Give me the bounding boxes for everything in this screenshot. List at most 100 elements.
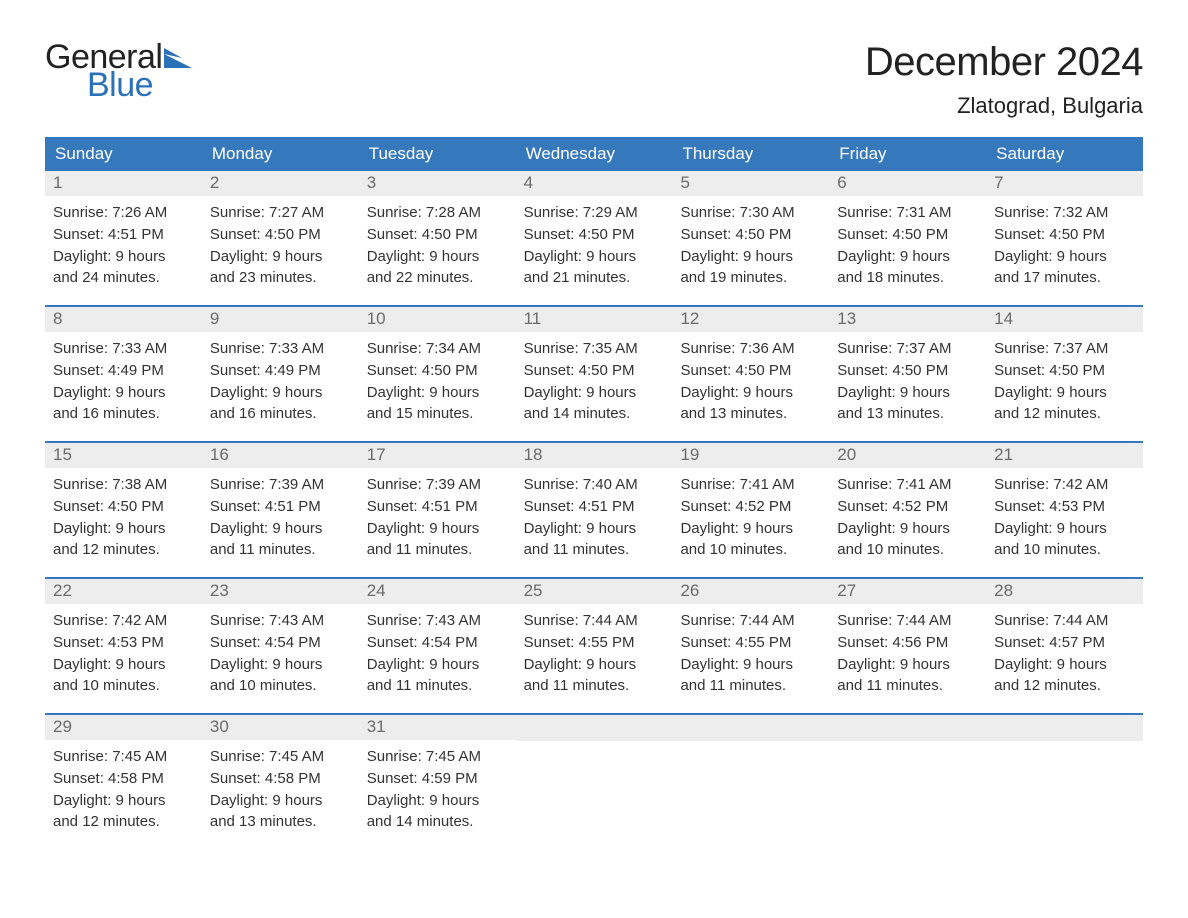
daylight-line2: and 12 minutes. (994, 675, 1135, 697)
sunset-text: Sunset: 4:51 PM (53, 224, 194, 246)
daylight-line1: Daylight: 9 hours (837, 654, 978, 676)
day-body: Sunrise: 7:29 AMSunset: 4:50 PMDaylight:… (516, 196, 673, 293)
sunrise-text: Sunrise: 7:41 AM (837, 474, 978, 496)
day-body: Sunrise: 7:35 AMSunset: 4:50 PMDaylight:… (516, 332, 673, 429)
daylight-line2: and 12 minutes. (994, 403, 1135, 425)
weeks-container: 1Sunrise: 7:26 AMSunset: 4:51 PMDaylight… (45, 171, 1143, 837)
day-body: Sunrise: 7:42 AMSunset: 4:53 PMDaylight:… (45, 604, 202, 701)
sunset-text: Sunset: 4:55 PM (524, 632, 665, 654)
sunrise-text: Sunrise: 7:38 AM (53, 474, 194, 496)
daylight-line1: Daylight: 9 hours (53, 246, 194, 268)
day-cell: 27Sunrise: 7:44 AMSunset: 4:56 PMDayligh… (829, 579, 986, 701)
day-cell: 22Sunrise: 7:42 AMSunset: 4:53 PMDayligh… (45, 579, 202, 701)
day-number: 3 (359, 171, 516, 196)
day-cell: 5Sunrise: 7:30 AMSunset: 4:50 PMDaylight… (672, 171, 829, 293)
logo-text-blue: Blue (87, 68, 192, 102)
day-cell: 10Sunrise: 7:34 AMSunset: 4:50 PMDayligh… (359, 307, 516, 429)
day-cell (829, 715, 986, 837)
daylight-line1: Daylight: 9 hours (680, 246, 821, 268)
daylight-line2: and 11 minutes. (680, 675, 821, 697)
sunset-text: Sunset: 4:52 PM (680, 496, 821, 518)
day-number: 2 (202, 171, 359, 196)
day-number: 27 (829, 579, 986, 604)
week-row: 22Sunrise: 7:42 AMSunset: 4:53 PMDayligh… (45, 577, 1143, 701)
day-cell: 2Sunrise: 7:27 AMSunset: 4:50 PMDaylight… (202, 171, 359, 293)
sunrise-text: Sunrise: 7:45 AM (367, 746, 508, 768)
daylight-line1: Daylight: 9 hours (994, 382, 1135, 404)
day-cell: 6Sunrise: 7:31 AMSunset: 4:50 PMDaylight… (829, 171, 986, 293)
day-body: Sunrise: 7:45 AMSunset: 4:59 PMDaylight:… (359, 740, 516, 837)
day-cell: 19Sunrise: 7:41 AMSunset: 4:52 PMDayligh… (672, 443, 829, 565)
sunset-text: Sunset: 4:50 PM (680, 360, 821, 382)
day-body: Sunrise: 7:26 AMSunset: 4:51 PMDaylight:… (45, 196, 202, 293)
day-cell (672, 715, 829, 837)
day-body: Sunrise: 7:32 AMSunset: 4:50 PMDaylight:… (986, 196, 1143, 293)
daylight-line2: and 10 minutes. (994, 539, 1135, 561)
sunset-text: Sunset: 4:53 PM (53, 632, 194, 654)
daylight-line1: Daylight: 9 hours (524, 654, 665, 676)
sunset-text: Sunset: 4:55 PM (680, 632, 821, 654)
sunset-text: Sunset: 4:50 PM (994, 224, 1135, 246)
daylight-line2: and 10 minutes. (210, 675, 351, 697)
daylight-line1: Daylight: 9 hours (210, 518, 351, 540)
day-number: 11 (516, 307, 673, 332)
daylight-line1: Daylight: 9 hours (53, 382, 194, 404)
day-number: 31 (359, 715, 516, 740)
day-body: Sunrise: 7:31 AMSunset: 4:50 PMDaylight:… (829, 196, 986, 293)
sunset-text: Sunset: 4:54 PM (367, 632, 508, 654)
daylight-line2: and 11 minutes. (210, 539, 351, 561)
daylight-line1: Daylight: 9 hours (680, 382, 821, 404)
day-cell: 3Sunrise: 7:28 AMSunset: 4:50 PMDaylight… (359, 171, 516, 293)
day-cell: 28Sunrise: 7:44 AMSunset: 4:57 PMDayligh… (986, 579, 1143, 701)
daylight-line1: Daylight: 9 hours (367, 790, 508, 812)
empty-day-number (829, 715, 986, 741)
day-cell: 17Sunrise: 7:39 AMSunset: 4:51 PMDayligh… (359, 443, 516, 565)
day-cell: 13Sunrise: 7:37 AMSunset: 4:50 PMDayligh… (829, 307, 986, 429)
day-body: Sunrise: 7:37 AMSunset: 4:50 PMDaylight:… (986, 332, 1143, 429)
daylight-line2: and 13 minutes. (680, 403, 821, 425)
sunrise-text: Sunrise: 7:27 AM (210, 202, 351, 224)
sunrise-text: Sunrise: 7:41 AM (680, 474, 821, 496)
day-cell: 24Sunrise: 7:43 AMSunset: 4:54 PMDayligh… (359, 579, 516, 701)
sunrise-text: Sunrise: 7:42 AM (994, 474, 1135, 496)
daylight-line2: and 10 minutes. (680, 539, 821, 561)
day-number: 13 (829, 307, 986, 332)
daylight-line2: and 14 minutes. (524, 403, 665, 425)
daylight-line1: Daylight: 9 hours (837, 518, 978, 540)
day-body: Sunrise: 7:45 AMSunset: 4:58 PMDaylight:… (202, 740, 359, 837)
sunset-text: Sunset: 4:49 PM (210, 360, 351, 382)
day-number: 4 (516, 171, 673, 196)
sunset-text: Sunset: 4:54 PM (210, 632, 351, 654)
day-number: 28 (986, 579, 1143, 604)
sunrise-text: Sunrise: 7:45 AM (53, 746, 194, 768)
title-block: December 2024 Zlatograd, Bulgaria (865, 40, 1143, 119)
daylight-line2: and 11 minutes. (524, 675, 665, 697)
sunset-text: Sunset: 4:50 PM (680, 224, 821, 246)
day-number: 6 (829, 171, 986, 196)
sunrise-text: Sunrise: 7:35 AM (524, 338, 665, 360)
day-number: 7 (986, 171, 1143, 196)
daylight-line1: Daylight: 9 hours (210, 246, 351, 268)
day-number: 18 (516, 443, 673, 468)
day-number: 24 (359, 579, 516, 604)
daylight-line1: Daylight: 9 hours (53, 654, 194, 676)
day-number: 5 (672, 171, 829, 196)
day-body: Sunrise: 7:36 AMSunset: 4:50 PMDaylight:… (672, 332, 829, 429)
daylight-line1: Daylight: 9 hours (210, 654, 351, 676)
day-number: 25 (516, 579, 673, 604)
sunrise-text: Sunrise: 7:44 AM (680, 610, 821, 632)
daylight-line1: Daylight: 9 hours (837, 382, 978, 404)
sunset-text: Sunset: 4:53 PM (994, 496, 1135, 518)
sunrise-text: Sunrise: 7:29 AM (524, 202, 665, 224)
sunset-text: Sunset: 4:50 PM (367, 224, 508, 246)
day-cell: 21Sunrise: 7:42 AMSunset: 4:53 PMDayligh… (986, 443, 1143, 565)
day-cell: 16Sunrise: 7:39 AMSunset: 4:51 PMDayligh… (202, 443, 359, 565)
day-cell: 8Sunrise: 7:33 AMSunset: 4:49 PMDaylight… (45, 307, 202, 429)
sunset-text: Sunset: 4:56 PM (837, 632, 978, 654)
day-cell: 1Sunrise: 7:26 AMSunset: 4:51 PMDaylight… (45, 171, 202, 293)
sunset-text: Sunset: 4:50 PM (524, 360, 665, 382)
sunset-text: Sunset: 4:51 PM (524, 496, 665, 518)
day-body: Sunrise: 7:34 AMSunset: 4:50 PMDaylight:… (359, 332, 516, 429)
daylight-line1: Daylight: 9 hours (210, 382, 351, 404)
day-cell: 26Sunrise: 7:44 AMSunset: 4:55 PMDayligh… (672, 579, 829, 701)
